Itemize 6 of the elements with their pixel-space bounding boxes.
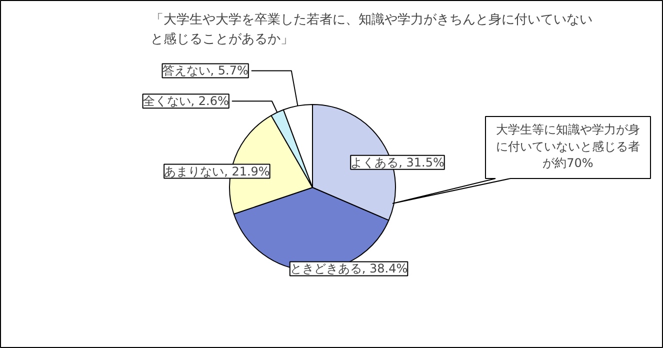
text: 大学生等に知識や学力が身に付いていないと感じる者が約70% bbox=[496, 122, 640, 170]
slice-label: ときどきある, 38.4% bbox=[290, 262, 408, 276]
chart-title: 「大学生や大学を卒業した若者に、知識や学力がきちんと身に付いていないと感じることがあるか」 bbox=[150, 12, 592, 47]
slice-label: あまりない, 21.9% bbox=[164, 164, 270, 178]
slice-label: よくある, 31.5% bbox=[350, 155, 444, 170]
slice-label: 答えない, 5.7% bbox=[162, 64, 248, 78]
